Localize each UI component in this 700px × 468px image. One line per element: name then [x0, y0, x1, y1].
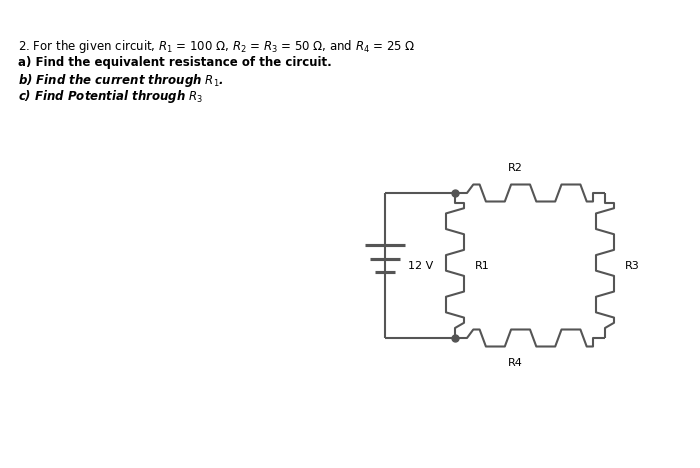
Text: b) Find the current through $R_1$.: b) Find the current through $R_1$.	[18, 72, 224, 89]
Text: c) Find Potential through $R_3$: c) Find Potential through $R_3$	[18, 88, 204, 105]
Text: R3: R3	[625, 261, 640, 271]
Text: a) Find the equivalent resistance of the circuit.: a) Find the equivalent resistance of the…	[18, 56, 332, 69]
Text: R1: R1	[475, 261, 490, 271]
Text: 12 V: 12 V	[408, 261, 433, 271]
Text: R4: R4	[508, 358, 522, 368]
Text: 2. For the given circuit, $R_1$ = 100 Ω, $R_2$ = $R_3$ = 50 Ω, and $R_4$ = 25 Ω: 2. For the given circuit, $R_1$ = 100 Ω,…	[18, 38, 416, 55]
Text: R2: R2	[508, 163, 522, 173]
